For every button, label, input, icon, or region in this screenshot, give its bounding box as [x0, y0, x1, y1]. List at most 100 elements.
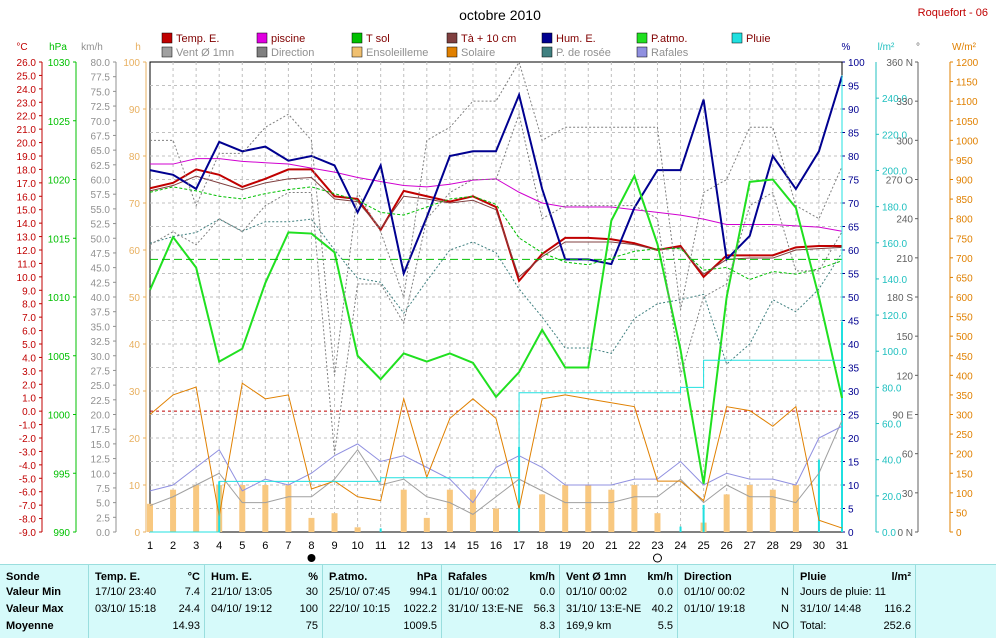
- gust-header: Rafales: [448, 571, 488, 583]
- rain-axis-tick-label: 220.0: [882, 130, 907, 141]
- sun-axis-tick-label: 0: [134, 528, 140, 539]
- gust-avg: 8.3: [539, 620, 555, 632]
- sunshine-bar: [493, 508, 499, 532]
- dir-axis-tick-label: 60: [902, 450, 914, 461]
- legend-label: Solaire: [461, 47, 495, 59]
- legend-swatch: [161, 46, 173, 58]
- weather-chart: octobre 2010 Roquefort - 06 Temp. E. pisc…: [16, 7, 988, 563]
- series-line-pluie: [150, 75, 843, 533]
- legend-swatch: [256, 32, 268, 44]
- solar-axis-tick-label: 1200: [956, 58, 979, 69]
- solar-axis-tick-label: 0: [956, 528, 962, 539]
- x-tick-label: 28: [767, 540, 779, 552]
- gust-max: 56.3: [533, 603, 555, 615]
- temp-axis-tick-label: -2.0: [19, 434, 37, 445]
- wind-axis-tick-label: 20.0: [91, 411, 111, 422]
- summary-col-press: P.atmo. hPa 25/10/ 07:45 994.1 22/10/ 10:1…: [323, 565, 442, 638]
- rain-unit: l/m²: [891, 571, 911, 583]
- solar-axis-tick-label: 50: [956, 508, 968, 519]
- hum-axis-tick-label: 70: [848, 199, 860, 210]
- rain-axis-tick-label: 240.0: [882, 94, 907, 105]
- summary-col-dir: Direction 01/10/ 00:02 N 01/10/ 19:18 N NO: [678, 565, 794, 638]
- summary-col-temp: Temp. E. °C 17/10/ 23:40 7.4 03/10/ 15:18 2…: [89, 565, 205, 638]
- temp-axis-tick-label: 19.0: [17, 152, 37, 163]
- legend-swatch: [446, 32, 458, 44]
- wind-axis-tick-label: 65.0: [91, 146, 111, 157]
- wind-avg: 5.5: [657, 620, 673, 632]
- hum-axis-tick-label: 90: [848, 105, 860, 116]
- hum-axis-tick-label: 30: [848, 387, 860, 398]
- dir-axis-tick-label: 30: [902, 489, 914, 500]
- axis-unit-label: W/m²: [952, 42, 977, 53]
- temp-axis-tick-label: -8.0: [19, 515, 37, 526]
- summary-col-gust: Rafales km/h 01/10/ 00:02 0.0 31/10/ 13:E-…: [442, 565, 560, 638]
- solar-axis-tick-label: 550: [956, 313, 973, 324]
- hum-header: Hum. E.: [211, 571, 252, 583]
- wind-distance: 169,9 km: [566, 620, 612, 632]
- solar-axis-tick-label: 1000: [956, 136, 979, 147]
- hum-axis-tick-label: 60: [848, 246, 860, 257]
- sunshine-bar: [792, 485, 799, 532]
- series-line-rafales: [149, 425, 843, 504]
- legend-label: Ensoleilleme: [366, 47, 428, 59]
- x-tick-label: 6: [262, 540, 268, 552]
- axis-unit-label: l/m²: [878, 42, 895, 53]
- temp-axis-tick-label: 18.0: [17, 165, 37, 176]
- sun-axis-tick-label: 20: [129, 434, 141, 445]
- solar-axis-tick-label: 200: [956, 450, 973, 461]
- wind-axis-tick-label: 0.0: [96, 528, 110, 539]
- wind-axis-tick-label: 40.0: [91, 293, 111, 304]
- temp-axis-tick-label: 24.0: [17, 85, 37, 96]
- x-tick-label: 16: [490, 540, 502, 552]
- dir-axis-tick-label: 270 O: [886, 176, 913, 187]
- rain-bar: [379, 528, 382, 532]
- legend-label: P. de rosée: [556, 47, 611, 59]
- wind-axis-tick-label: 45.0: [91, 264, 111, 275]
- temp-axis-tick-label: 13.0: [17, 233, 37, 244]
- hum-min: 30: [305, 586, 318, 598]
- dir-max: N: [781, 603, 789, 615]
- hum-avg: 75: [305, 620, 318, 632]
- dir-axis-tick-label: 180 S: [887, 293, 913, 304]
- x-tick-label: 25: [697, 540, 709, 552]
- legend-swatch: [256, 46, 268, 58]
- wind-axis-tick-label: 30.0: [91, 352, 111, 363]
- legend-swatch: [731, 32, 743, 44]
- temp-axis-tick-label: 6.0: [22, 327, 36, 338]
- x-tick-label: 23: [651, 540, 663, 552]
- solar-axis-tick-label: 150: [956, 469, 973, 480]
- hum-axis-tick-label: 50: [848, 293, 860, 304]
- legend-label: P.atmo.: [651, 33, 688, 45]
- solar-axis-tick-label: 1100: [956, 97, 978, 108]
- dir-min: N: [781, 586, 789, 598]
- x-tick-label: 15: [467, 540, 479, 552]
- temp-axis-tick-label: 22.0: [17, 112, 37, 123]
- temp-axis-tick-label: 14.0: [17, 219, 37, 230]
- x-tick-label: 26: [721, 540, 733, 552]
- series-line-solaire: [149, 382, 843, 529]
- wind-min-date: 01/10/ 00:02: [566, 586, 628, 598]
- wind-axis-tick-label: 42.5: [91, 278, 111, 289]
- x-tick-label: 30: [813, 540, 825, 552]
- sun-axis-tick-label: 80: [129, 152, 141, 163]
- sun-axis-tick-label: 10: [129, 481, 141, 492]
- sunshine-bar: [608, 489, 615, 532]
- temp-axis-tick-label: 16.0: [17, 192, 37, 203]
- rain-bar: [817, 459, 820, 532]
- hum-axis-tick-label: 35: [848, 364, 860, 375]
- solar-axis-tick-label: 100: [956, 489, 973, 500]
- wind-axis-tick-label: 52.5: [91, 220, 111, 231]
- solar-axis-tick-label: 1150: [956, 78, 978, 89]
- temp-axis-tick-label: 9.0: [22, 286, 36, 297]
- station-name: Roquefort - 06: [918, 7, 988, 19]
- legend-label: Direction: [271, 47, 314, 59]
- axes: -9.0 -8.0 -7.0 -6.0 -5.0 -4.0 -3.0 -2.0 -1.0 0.0 1…: [16, 42, 978, 539]
- temp-axis-tick-label: 4.0: [22, 353, 36, 364]
- solar-axis-tick-label: 900: [956, 176, 973, 187]
- sunshine-bar: [654, 513, 661, 532]
- rain-axis-tick-label: 140.0: [882, 275, 907, 286]
- hum-max-date: 04/10/ 19:12: [211, 603, 273, 615]
- sunshine-bar: [723, 494, 730, 532]
- wind-axis-tick-label: 50.0: [91, 234, 111, 245]
- legend-swatch: [541, 46, 553, 58]
